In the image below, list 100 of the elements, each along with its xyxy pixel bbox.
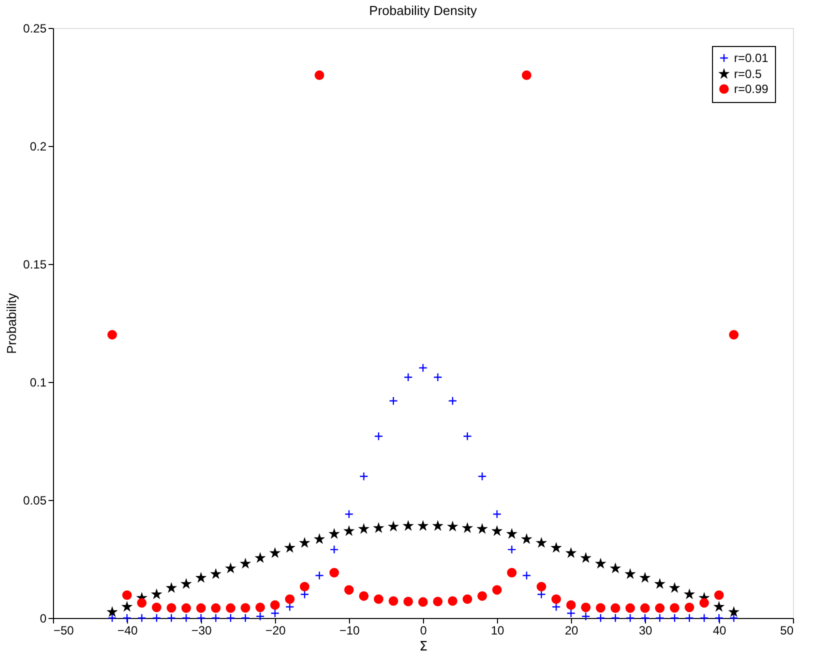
point [108,607,117,616]
point [182,579,191,588]
point [640,614,650,622]
point [137,614,146,622]
y-tick-label: 0.05 [23,494,47,508]
point [226,603,236,613]
chart-title: Probability Density [369,3,478,18]
point [655,614,664,622]
point [448,396,458,406]
point [625,603,635,613]
point [433,521,442,530]
x-tick-label: −50 [54,624,74,638]
point [552,543,561,552]
point [152,602,162,612]
y-axis-title: Probability [4,292,20,354]
x-tick-label: −10 [339,624,360,638]
point [596,614,606,622]
point [729,330,739,340]
point [492,585,502,595]
point [581,602,591,612]
point [285,594,295,604]
point [226,614,236,622]
point [536,582,546,592]
point [314,70,324,80]
point [152,590,162,598]
point [404,521,413,530]
point [300,538,310,547]
point [536,538,546,547]
point [300,582,310,592]
point [448,596,458,606]
y-tick-label: 0 [40,612,47,626]
point [196,614,206,622]
point [122,590,132,600]
point [596,603,606,613]
point [655,603,665,613]
point [462,523,472,532]
point [108,614,117,622]
point [507,568,517,578]
point [374,523,384,532]
point [240,614,250,622]
point [166,614,176,622]
point [270,600,280,610]
point [551,594,561,604]
point [122,614,132,622]
legend-label: r=0.01 [734,51,769,65]
point [211,603,221,613]
point [255,602,265,612]
x-tick-label: 30 [638,624,652,638]
point [433,372,442,382]
point [478,472,487,481]
point [344,585,354,595]
point [507,529,516,538]
point [285,543,294,552]
point [166,603,176,613]
point [137,598,147,608]
point [626,569,635,578]
point [329,568,339,578]
point [388,396,398,406]
point [330,545,339,554]
point [729,614,738,622]
point [684,602,694,612]
y-tick-label: 0.25 [23,22,47,36]
point [314,571,324,580]
point [507,545,516,554]
point [182,614,191,622]
x-tick-label: −40 [117,624,138,638]
point [433,596,443,606]
point [610,603,620,613]
point [610,564,620,572]
legend-label: r=0.5 [734,67,762,81]
point [152,614,162,622]
point [670,614,680,622]
x-tick-label: 0 [420,624,428,638]
point [359,524,368,533]
point [522,571,532,580]
point [581,553,590,562]
point [107,330,117,340]
x-tick-label: 40 [712,624,726,638]
point [522,70,532,80]
x-tick-label: −30 [191,624,212,638]
point [700,614,709,622]
point [566,600,576,610]
x-tick-label: 10 [490,624,504,638]
legend-label: r=0.99 [734,82,769,96]
point [418,597,428,607]
point [670,583,680,592]
point [699,598,709,608]
point [374,432,384,441]
point [270,608,280,618]
point [166,583,176,592]
point [256,612,265,621]
x-tick-label: 50 [780,624,794,638]
point [714,614,724,622]
x-axis-title: Σ [419,640,428,654]
point [462,432,472,441]
point [714,590,724,600]
point [610,614,620,622]
point [670,603,680,613]
point [566,608,576,618]
y-tick-label: 0.1 [30,376,47,390]
